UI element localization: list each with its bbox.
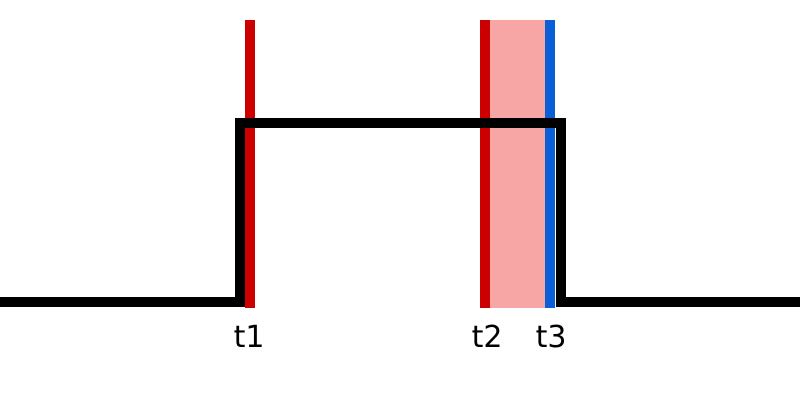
pulse-signal — [0, 118, 800, 307]
marker-line-t1 — [245, 20, 255, 308]
marker-label-t2: t2 — [472, 320, 503, 355]
highlight-interval-t2-t3 — [485, 20, 551, 308]
marker-line-t2 — [480, 20, 490, 308]
marker-label-t1: t1 — [234, 320, 265, 355]
marker-line-t3 — [545, 20, 555, 308]
marker-label-t3: t3 — [536, 320, 567, 355]
